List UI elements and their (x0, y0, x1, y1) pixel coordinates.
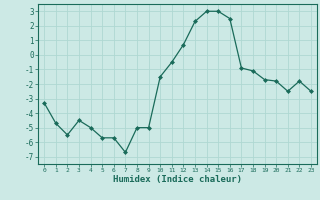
X-axis label: Humidex (Indice chaleur): Humidex (Indice chaleur) (113, 175, 242, 184)
